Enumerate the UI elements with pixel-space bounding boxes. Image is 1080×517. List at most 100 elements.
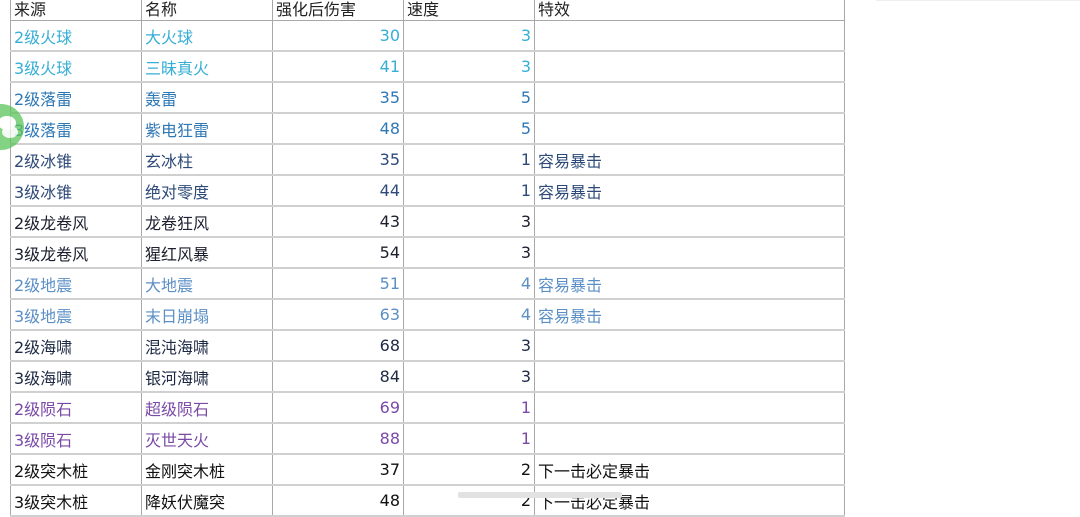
table-row: 2级冰锥 玄冰柱 35 1 容易暴击 xyxy=(10,143,845,176)
cell-speed[interactable]: 5 xyxy=(403,81,535,114)
cell-effect[interactable] xyxy=(534,236,845,269)
cell-damage[interactable]: 44 xyxy=(272,174,404,207)
table-row: 3级地震 末日崩塌 63 4 容易暴击 xyxy=(10,298,845,331)
cell-name[interactable]: 灭世天火 xyxy=(141,422,273,455)
table-row: 2级突木桩 金刚突木桩 37 2 下一击必定暴击 xyxy=(10,453,845,486)
cell-source[interactable]: 3级地震 xyxy=(10,298,142,331)
cell-damage[interactable]: 43 xyxy=(272,205,404,238)
cell-name[interactable]: 绝对零度 xyxy=(141,174,273,207)
cell-damage[interactable]: 48 xyxy=(272,112,404,145)
table-row: 3级冰锥 绝对零度 44 1 容易暴击 xyxy=(10,174,845,207)
cell-damage[interactable]: 37 xyxy=(272,453,404,486)
cell-damage[interactable]: 35 xyxy=(272,81,404,114)
header-source[interactable]: 来源 xyxy=(10,0,142,21)
divider xyxy=(876,0,1080,1)
cell-damage[interactable]: 51 xyxy=(272,267,404,300)
cell-damage[interactable]: 84 xyxy=(272,360,404,393)
cell-source[interactable]: 2级龙卷风 xyxy=(10,205,142,238)
header-speed[interactable]: 速度 xyxy=(403,0,535,21)
cell-effect[interactable] xyxy=(534,20,845,52)
cell-damage[interactable]: 48 xyxy=(272,484,404,517)
cell-effect[interactable] xyxy=(534,360,845,393)
cell-effect[interactable] xyxy=(534,205,845,238)
header-effect[interactable]: 特效 xyxy=(534,0,845,21)
cell-speed[interactable]: 3 xyxy=(403,329,535,362)
table-row: 3级陨石 灭世天火 88 1 xyxy=(10,422,845,455)
table-row: 2级地震 大地震 51 4 容易暴击 xyxy=(10,267,845,300)
cell-speed[interactable]: 3 xyxy=(403,205,535,238)
cell-speed[interactable]: 1 xyxy=(403,174,535,207)
cell-effect[interactable]: 容易暴击 xyxy=(534,143,845,176)
cell-damage[interactable]: 30 xyxy=(272,20,404,52)
header-name[interactable]: 名称 xyxy=(141,0,273,21)
cell-damage[interactable]: 68 xyxy=(272,329,404,362)
cell-source[interactable]: 3级突木桩 xyxy=(10,484,142,517)
cell-speed[interactable]: 3 xyxy=(403,236,535,269)
cell-name[interactable]: 大火球 xyxy=(141,20,273,52)
cell-name[interactable]: 玄冰柱 xyxy=(141,143,273,176)
table-row: 2级龙卷风 龙卷狂风 43 3 xyxy=(10,205,845,238)
cell-damage[interactable]: 63 xyxy=(272,298,404,331)
table-row: 2级火球 大火球 30 3 xyxy=(10,20,845,52)
cell-name[interactable]: 混沌海啸 xyxy=(141,329,273,362)
cell-name[interactable]: 大地震 xyxy=(141,267,273,300)
cell-effect[interactable] xyxy=(534,329,845,362)
cell-effect[interactable] xyxy=(534,112,845,145)
cell-effect[interactable]: 下一击必定暴击 xyxy=(534,484,845,517)
cell-name[interactable]: 轰雷 xyxy=(141,81,273,114)
cell-effect[interactable]: 容易暴击 xyxy=(534,174,845,207)
cell-speed[interactable]: 5 xyxy=(403,112,535,145)
cell-speed[interactable]: 4 xyxy=(403,298,535,331)
cell-speed[interactable]: 4 xyxy=(403,267,535,300)
cell-damage[interactable]: 69 xyxy=(272,391,404,424)
cell-source[interactable]: 2级地震 xyxy=(10,267,142,300)
cell-effect[interactable] xyxy=(534,50,845,83)
cell-source[interactable]: 3级陨石 xyxy=(10,422,142,455)
table-row: 2级海啸 混沌海啸 68 3 xyxy=(10,329,845,362)
cell-source[interactable]: 2级落雷 xyxy=(10,81,142,114)
table-row: 3级落雷 紫电狂雷 48 5 xyxy=(10,112,845,145)
cell-source[interactable]: 3级火球 xyxy=(10,50,142,83)
cell-speed[interactable]: 3 xyxy=(403,360,535,393)
cell-speed[interactable]: 2 xyxy=(403,453,535,486)
table-row: 2级陨石 超级陨石 69 1 xyxy=(10,391,845,424)
cell-damage[interactable]: 88 xyxy=(272,422,404,455)
cell-speed[interactable]: 1 xyxy=(403,391,535,424)
header-damage[interactable]: 强化后伤害 xyxy=(272,0,404,21)
cell-effect[interactable] xyxy=(534,81,845,114)
cell-name[interactable]: 猩红风暴 xyxy=(141,236,273,269)
cell-speed[interactable]: 1 xyxy=(403,143,535,176)
cell-effect[interactable]: 容易暴击 xyxy=(534,267,845,300)
cell-speed[interactable]: 3 xyxy=(403,50,535,83)
cell-damage[interactable]: 54 xyxy=(272,236,404,269)
table-row: 3级突木桩 降妖伏魔突 48 2 下一击必定暴击 xyxy=(10,484,845,517)
cell-damage[interactable]: 35 xyxy=(272,143,404,176)
horizontal-scrollbar[interactable] xyxy=(458,492,622,498)
cell-name[interactable]: 紫电狂雷 xyxy=(141,112,273,145)
cell-source[interactable]: 3级落雷 xyxy=(10,112,142,145)
cell-speed[interactable]: 2 xyxy=(403,484,535,517)
cell-source[interactable]: 2级火球 xyxy=(10,20,142,52)
cell-name[interactable]: 三昧真火 xyxy=(141,50,273,83)
cell-effect[interactable] xyxy=(534,391,845,424)
cell-speed[interactable]: 1 xyxy=(403,422,535,455)
cell-source[interactable]: 3级冰锥 xyxy=(10,174,142,207)
table-row: 2级落雷 轰雷 35 5 xyxy=(10,81,845,114)
cell-name[interactable]: 超级陨石 xyxy=(141,391,273,424)
cell-source[interactable]: 3级海啸 xyxy=(10,360,142,393)
cell-name[interactable]: 龙卷狂风 xyxy=(141,205,273,238)
cell-source[interactable]: 2级陨石 xyxy=(10,391,142,424)
cell-name[interactable]: 降妖伏魔突 xyxy=(141,484,273,517)
cell-source[interactable]: 3级龙卷风 xyxy=(10,236,142,269)
cell-name[interactable]: 金刚突木桩 xyxy=(141,453,273,486)
cell-source[interactable]: 2级突木桩 xyxy=(10,453,142,486)
cell-effect[interactable]: 容易暴击 xyxy=(534,298,845,331)
cell-name[interactable]: 银河海啸 xyxy=(141,360,273,393)
cell-source[interactable]: 2级冰锥 xyxy=(10,143,142,176)
cell-name[interactable]: 末日崩塌 xyxy=(141,298,273,331)
cell-damage[interactable]: 41 xyxy=(272,50,404,83)
cell-effect[interactable] xyxy=(534,422,845,455)
cell-effect[interactable]: 下一击必定暴击 xyxy=(534,453,845,486)
cell-speed[interactable]: 3 xyxy=(403,20,535,52)
cell-source[interactable]: 2级海啸 xyxy=(10,329,142,362)
